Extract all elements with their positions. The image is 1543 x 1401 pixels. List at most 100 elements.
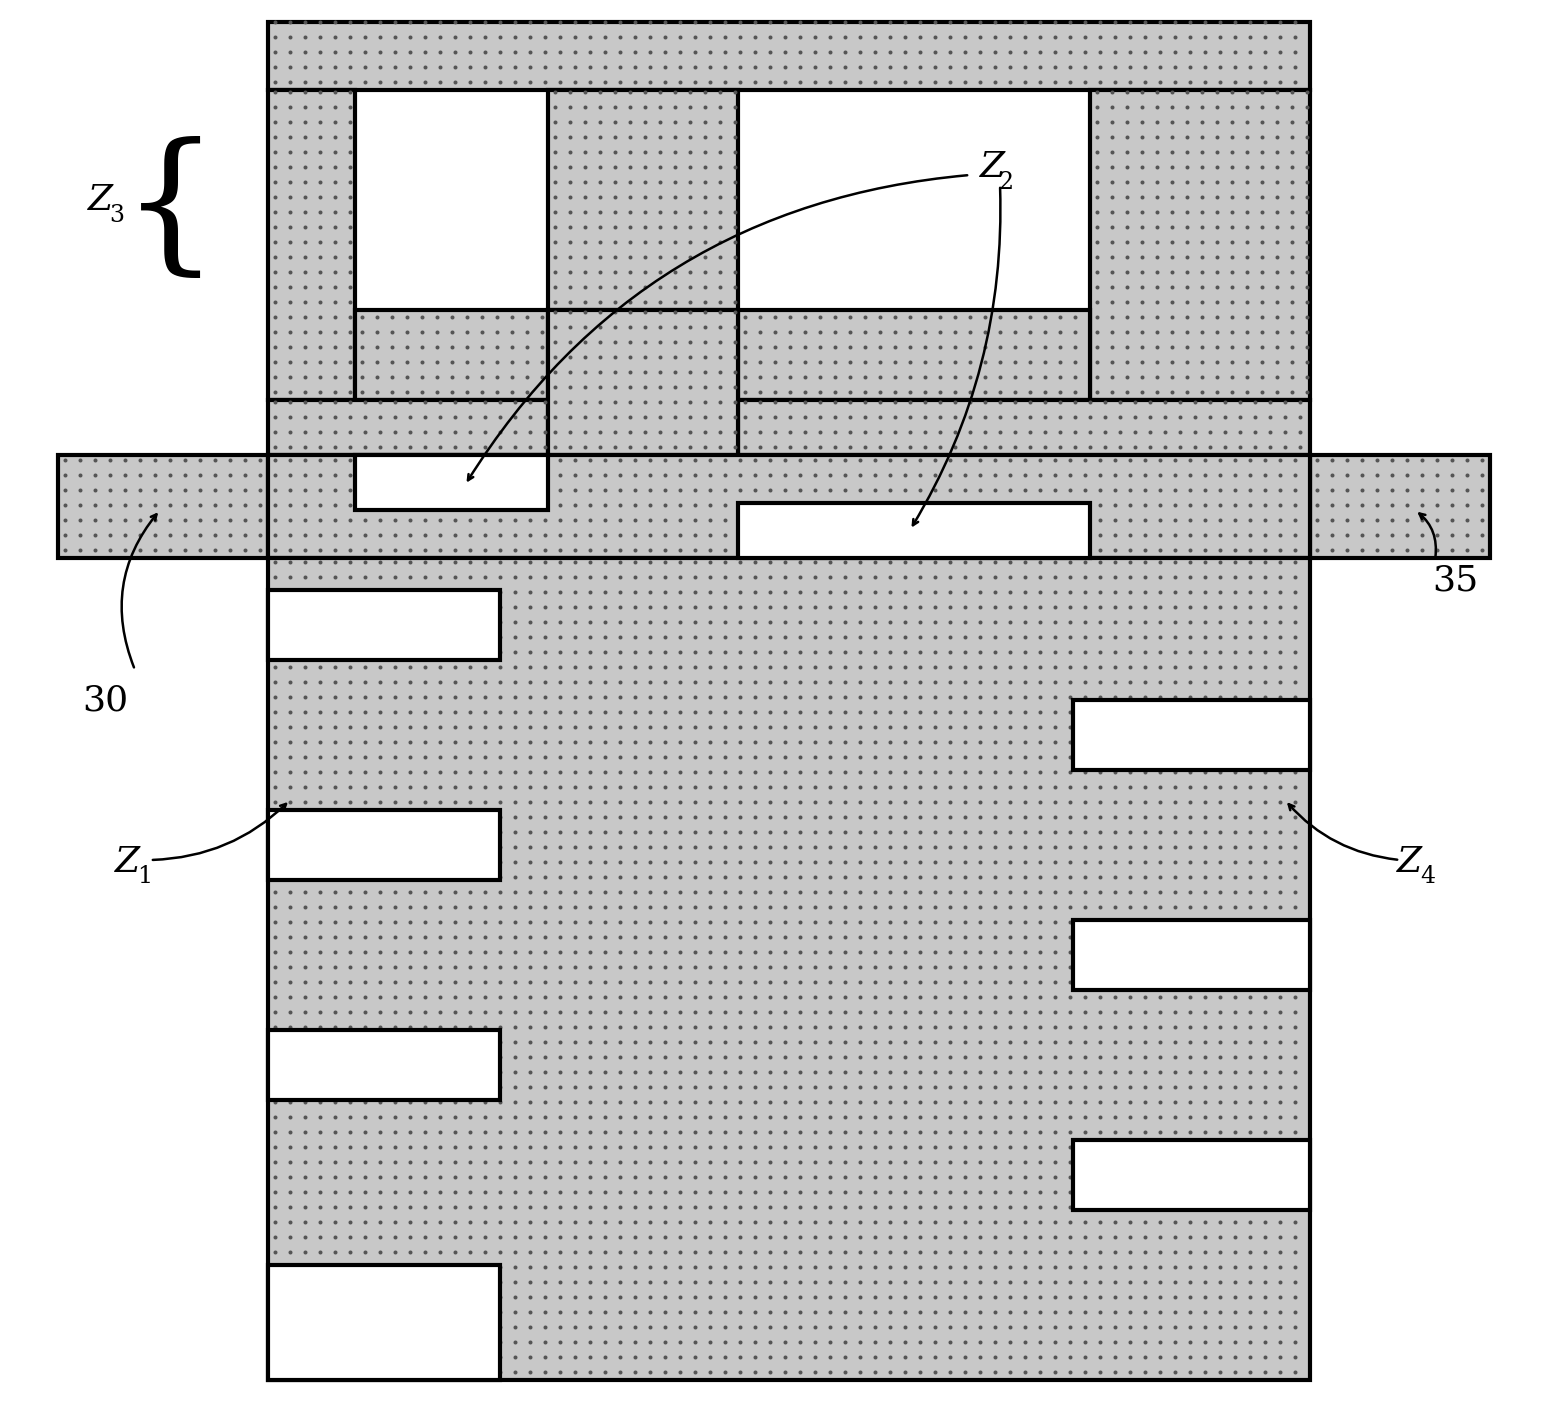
Circle shape	[1264, 1161, 1267, 1164]
Circle shape	[469, 1146, 472, 1149]
Circle shape	[409, 607, 412, 609]
Circle shape	[1234, 862, 1237, 864]
Circle shape	[904, 967, 907, 969]
Circle shape	[889, 1177, 892, 1178]
Circle shape	[1096, 286, 1099, 289]
Circle shape	[349, 391, 352, 394]
Circle shape	[545, 922, 546, 923]
Circle shape	[1216, 256, 1219, 259]
Circle shape	[485, 1056, 486, 1059]
Circle shape	[545, 1161, 546, 1164]
Circle shape	[500, 1012, 501, 1014]
Circle shape	[485, 1222, 486, 1224]
Circle shape	[844, 696, 847, 699]
Circle shape	[739, 1177, 742, 1178]
Circle shape	[889, 607, 892, 609]
Circle shape	[1307, 272, 1308, 273]
Circle shape	[829, 1117, 832, 1119]
Circle shape	[755, 726, 756, 729]
Circle shape	[409, 416, 412, 419]
Circle shape	[889, 1012, 892, 1014]
Circle shape	[469, 1086, 472, 1089]
Circle shape	[1099, 1206, 1102, 1209]
Circle shape	[1165, 401, 1167, 403]
Circle shape	[643, 356, 647, 359]
Circle shape	[1038, 1146, 1042, 1149]
Circle shape	[889, 1372, 892, 1374]
Circle shape	[1000, 346, 1001, 349]
Circle shape	[724, 474, 727, 476]
Circle shape	[1054, 66, 1057, 69]
Circle shape	[364, 1177, 367, 1178]
Circle shape	[940, 346, 941, 349]
Circle shape	[1025, 651, 1026, 654]
Circle shape	[559, 81, 562, 84]
Circle shape	[1279, 981, 1282, 984]
Circle shape	[934, 460, 937, 462]
Circle shape	[289, 474, 292, 476]
Circle shape	[1224, 401, 1227, 403]
Circle shape	[1234, 21, 1237, 24]
Circle shape	[514, 1356, 517, 1359]
Circle shape	[466, 331, 469, 333]
Circle shape	[289, 1041, 292, 1044]
Circle shape	[529, 1177, 532, 1178]
Circle shape	[304, 1131, 307, 1133]
Circle shape	[859, 1161, 863, 1164]
Circle shape	[1204, 996, 1207, 999]
Circle shape	[529, 906, 532, 909]
Circle shape	[514, 846, 517, 849]
Circle shape	[335, 1177, 336, 1178]
Circle shape	[1126, 301, 1129, 304]
Circle shape	[529, 1146, 532, 1149]
Circle shape	[574, 681, 577, 684]
Circle shape	[511, 346, 514, 349]
Circle shape	[980, 667, 981, 668]
Circle shape	[1264, 460, 1267, 462]
Circle shape	[1085, 520, 1086, 521]
Circle shape	[1204, 967, 1207, 969]
Circle shape	[469, 1012, 472, 1014]
Circle shape	[1074, 317, 1077, 319]
Circle shape	[694, 460, 697, 462]
Circle shape	[1159, 726, 1162, 729]
Circle shape	[1247, 196, 1248, 199]
Circle shape	[770, 504, 772, 507]
Circle shape	[1085, 36, 1086, 39]
Circle shape	[1009, 996, 1012, 999]
Circle shape	[574, 1236, 577, 1238]
Circle shape	[904, 1056, 907, 1059]
Circle shape	[1361, 534, 1364, 537]
Circle shape	[934, 1086, 937, 1089]
Circle shape	[924, 346, 927, 349]
Circle shape	[529, 1267, 532, 1269]
Circle shape	[799, 1117, 802, 1119]
Circle shape	[895, 361, 896, 364]
Circle shape	[545, 1236, 546, 1238]
Circle shape	[1025, 1161, 1026, 1164]
Circle shape	[1054, 1191, 1057, 1194]
Circle shape	[304, 432, 307, 434]
Circle shape	[940, 416, 941, 419]
Circle shape	[1009, 1041, 1012, 1044]
Circle shape	[1099, 801, 1102, 804]
Circle shape	[440, 1086, 441, 1089]
Circle shape	[275, 36, 276, 39]
Circle shape	[710, 607, 711, 609]
Circle shape	[634, 757, 637, 759]
Circle shape	[1264, 817, 1267, 818]
Circle shape	[875, 621, 876, 623]
Circle shape	[485, 1146, 486, 1149]
Circle shape	[829, 846, 832, 849]
Circle shape	[904, 1281, 907, 1283]
Circle shape	[1069, 1146, 1072, 1149]
Circle shape	[605, 52, 606, 53]
Circle shape	[380, 967, 381, 969]
Circle shape	[1219, 1056, 1222, 1059]
Circle shape	[335, 446, 336, 448]
Circle shape	[1000, 401, 1001, 403]
Circle shape	[674, 151, 677, 154]
Circle shape	[1029, 361, 1032, 364]
Circle shape	[920, 696, 921, 699]
Circle shape	[964, 36, 967, 39]
